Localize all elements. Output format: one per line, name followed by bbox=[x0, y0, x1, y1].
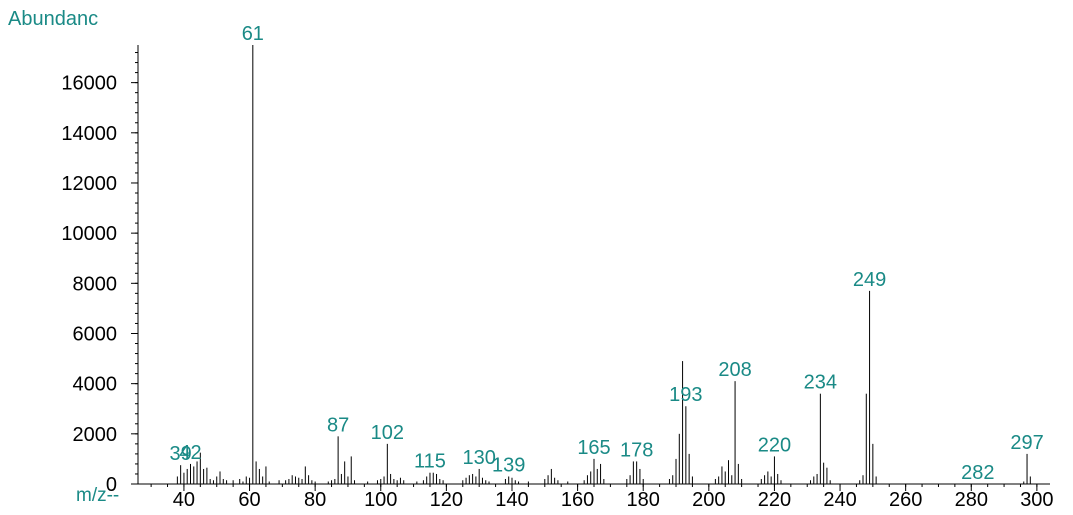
x-tick-label: 260 bbox=[889, 489, 922, 511]
peak-label: 42 bbox=[179, 442, 201, 464]
x-tick-label: 160 bbox=[561, 489, 594, 511]
peak-label: 61 bbox=[242, 23, 264, 45]
peak-label: 165 bbox=[577, 437, 610, 459]
peak-label: 193 bbox=[669, 384, 702, 406]
y-axis-title: Abundanc bbox=[8, 8, 99, 30]
peak-label: 220 bbox=[758, 434, 791, 456]
y-tick-label: 10000 bbox=[61, 223, 117, 245]
peak-label: 249 bbox=[853, 269, 886, 291]
x-tick-label: 100 bbox=[364, 489, 397, 511]
y-tick-label: 0 bbox=[106, 474, 117, 496]
peak-label: 178 bbox=[620, 439, 653, 461]
x-tick-label: 120 bbox=[430, 489, 463, 511]
peak-label: 39 bbox=[170, 443, 192, 465]
peak-label: 297 bbox=[1010, 432, 1043, 454]
peak-label: 208 bbox=[718, 359, 751, 381]
x-tick-label: 180 bbox=[627, 489, 660, 511]
y-tick-label: 14000 bbox=[61, 123, 117, 145]
y-tick-label: 12000 bbox=[61, 173, 117, 195]
x-tick-label: 60 bbox=[238, 489, 260, 511]
x-tick-label: 200 bbox=[692, 489, 725, 511]
y-tick-label: 6000 bbox=[73, 323, 118, 345]
x-tick-label: 300 bbox=[1020, 489, 1053, 511]
x-tick-label: 240 bbox=[823, 489, 856, 511]
x-tick-label: 40 bbox=[173, 489, 195, 511]
peak-label: 234 bbox=[804, 372, 837, 394]
peak-label: 102 bbox=[371, 422, 404, 444]
y-tick-label: 16000 bbox=[61, 73, 117, 95]
x-tick-label: 80 bbox=[304, 489, 326, 511]
y-tick-label: 2000 bbox=[73, 424, 118, 446]
peak-label: 130 bbox=[462, 447, 495, 469]
x-tick-label: 280 bbox=[955, 489, 988, 511]
y-tick-label: 8000 bbox=[73, 273, 118, 295]
peak-label: 282 bbox=[961, 462, 994, 484]
x-tick-label: 140 bbox=[495, 489, 528, 511]
peak-label: 139 bbox=[492, 454, 525, 476]
x-tick-label: 220 bbox=[758, 489, 791, 511]
x-axis-title: m/z-- bbox=[76, 485, 120, 506]
peak-label: 87 bbox=[327, 414, 349, 436]
y-tick-label: 4000 bbox=[73, 374, 118, 396]
peak-label: 115 bbox=[414, 451, 446, 473]
